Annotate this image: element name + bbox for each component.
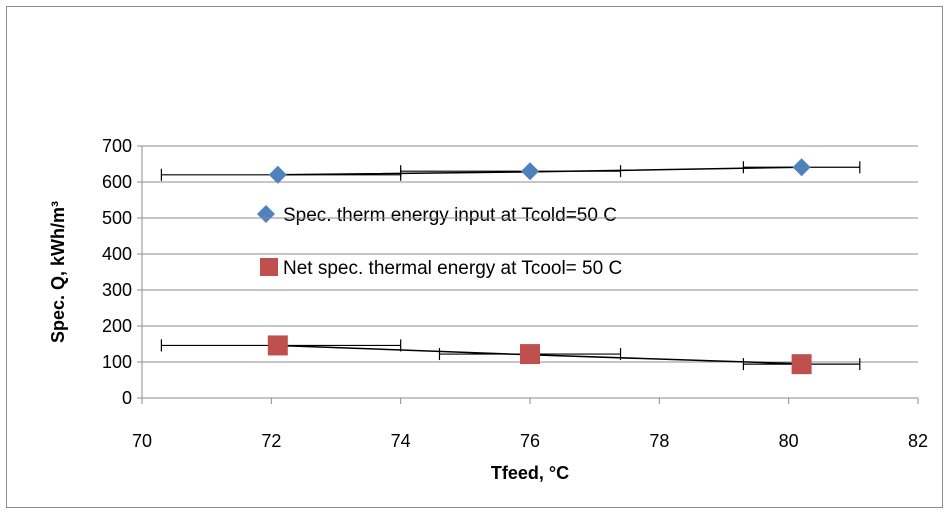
y-tick-label-100: 100	[102, 352, 132, 372]
x-tick-label-74: 74	[391, 431, 411, 451]
series-layer	[160, 158, 861, 375]
series-1	[160, 335, 861, 375]
x-tick-label-70: 70	[132, 431, 152, 451]
y-tick-label-400: 400	[102, 244, 132, 264]
gridlines	[142, 145, 918, 363]
point-0-0	[268, 165, 287, 184]
y-tick-label-0: 0	[122, 388, 132, 408]
y-tick-label-200: 200	[102, 316, 132, 336]
y-tick-labels: 0 100 200 300 400 500 600 700	[102, 136, 132, 408]
point-0-1	[521, 162, 539, 181]
point-1-1	[520, 344, 540, 365]
legend-item-net-energy: Net spec. thermal energy at Tcool= 50 C	[260, 258, 622, 279]
legend-label-energy-input: Spec. therm energy input at Tcold=50 C	[283, 205, 617, 226]
legend: Spec. therm energy input at Tcold=50 C N…	[257, 205, 622, 279]
x-axis-title: Tfeed, °C	[491, 463, 569, 483]
point-0-2	[792, 158, 811, 177]
x-tick-label-78: 78	[649, 431, 669, 451]
y-tick-label-600: 600	[102, 172, 132, 192]
legend-item-energy-input: Spec. therm energy input at Tcold=50 C	[257, 205, 617, 226]
legend-marker-square	[260, 258, 278, 276]
y-axis-title: Spec. Q, kWh/m³	[48, 201, 68, 343]
chart-frame	[6, 6, 943, 508]
x-tick-label-72: 72	[261, 431, 281, 451]
series-0	[160, 158, 861, 184]
legend-marker-diamond	[257, 205, 275, 223]
x-tick-label-76: 76	[520, 431, 540, 451]
legend-label-net-energy: Net spec. thermal energy at Tcool= 50 C	[283, 258, 622, 279]
y-tick-label-300: 300	[102, 280, 132, 300]
x-tick-label-82: 82	[908, 431, 928, 451]
y-tick-label-500: 500	[102, 208, 132, 228]
point-1-0	[267, 335, 288, 356]
axes	[137, 145, 919, 404]
x-tick-label-80: 80	[779, 431, 799, 451]
point-1-2	[791, 354, 812, 375]
x-tick-labels: 70 72 74 76 78 80 82	[132, 431, 928, 451]
y-tick-label-700: 700	[102, 136, 132, 156]
